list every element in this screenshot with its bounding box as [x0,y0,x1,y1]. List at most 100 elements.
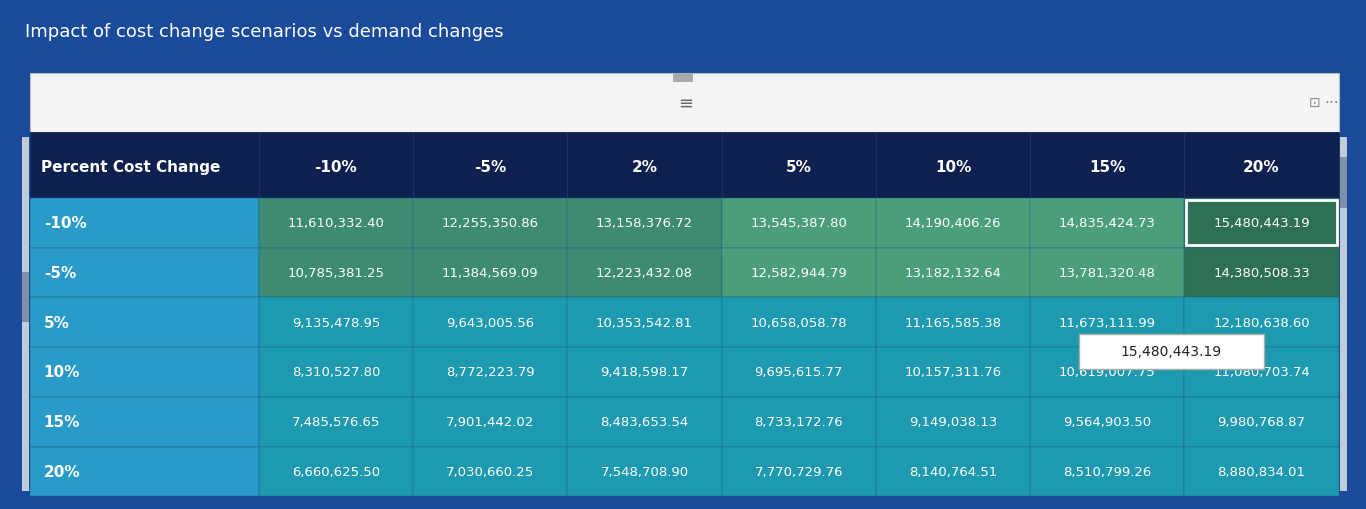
Text: 10,157,311.76: 10,157,311.76 [904,366,1001,379]
FancyBboxPatch shape [258,447,413,496]
Text: 8,483,653.54: 8,483,653.54 [601,415,688,428]
Text: 15%: 15% [44,414,81,429]
Text: 11,673,111.99: 11,673,111.99 [1059,316,1156,329]
Text: 9,149,038.13: 9,149,038.13 [908,415,997,428]
FancyBboxPatch shape [413,248,567,298]
Text: 10,619,007.75: 10,619,007.75 [1059,366,1156,379]
FancyBboxPatch shape [1030,248,1184,298]
FancyBboxPatch shape [30,298,258,347]
FancyBboxPatch shape [876,447,1030,496]
FancyBboxPatch shape [30,494,1339,496]
Text: ⊡: ⊡ [1309,96,1320,110]
FancyBboxPatch shape [30,199,258,248]
FancyBboxPatch shape [413,199,567,248]
FancyBboxPatch shape [30,347,258,397]
Text: 7,485,576.65: 7,485,576.65 [292,415,380,428]
Text: 11,610,332.40: 11,610,332.40 [287,217,384,230]
FancyBboxPatch shape [721,447,876,496]
FancyBboxPatch shape [721,397,876,447]
Text: ≡: ≡ [678,94,694,112]
FancyBboxPatch shape [30,248,258,298]
FancyBboxPatch shape [258,298,413,347]
FancyBboxPatch shape [258,199,413,248]
Text: -10%: -10% [314,159,358,174]
Text: 13,781,320.48: 13,781,320.48 [1059,267,1156,279]
FancyBboxPatch shape [876,199,1030,248]
FancyBboxPatch shape [413,132,567,199]
Text: 14,835,424.73: 14,835,424.73 [1059,217,1156,230]
FancyBboxPatch shape [721,298,876,347]
Text: 7,901,442.02: 7,901,442.02 [447,415,534,428]
FancyBboxPatch shape [721,132,876,199]
FancyBboxPatch shape [30,74,1339,132]
Text: 11,384,569.09: 11,384,569.09 [443,267,538,279]
FancyBboxPatch shape [1030,298,1184,347]
Text: Percent Cost Change: Percent Cost Change [41,159,220,174]
Text: 11,080,703.74: 11,080,703.74 [1213,366,1310,379]
FancyBboxPatch shape [1030,397,1184,447]
FancyBboxPatch shape [413,397,567,447]
FancyBboxPatch shape [567,447,721,496]
FancyBboxPatch shape [1184,298,1339,347]
FancyBboxPatch shape [672,74,693,83]
Text: 15,480,443.19: 15,480,443.19 [1120,345,1223,359]
Text: 14,190,406.26: 14,190,406.26 [904,217,1001,230]
Text: 9,564,903.50: 9,564,903.50 [1063,415,1152,428]
Text: 9,418,598.17: 9,418,598.17 [601,366,688,379]
Text: Impact of cost change scenarios vs demand changes: Impact of cost change scenarios vs deman… [25,23,503,41]
Text: 20%: 20% [44,464,81,479]
Text: 8,510,799.26: 8,510,799.26 [1063,465,1152,478]
FancyBboxPatch shape [567,199,721,248]
FancyBboxPatch shape [1079,334,1264,369]
Text: 13,182,132.64: 13,182,132.64 [904,267,1001,279]
FancyBboxPatch shape [1184,447,1339,496]
FancyBboxPatch shape [258,347,413,397]
Text: 10,658,058.78: 10,658,058.78 [750,316,847,329]
FancyBboxPatch shape [22,273,29,323]
Text: 5%: 5% [785,159,811,174]
Text: 11,165,585.38: 11,165,585.38 [904,316,1001,329]
FancyBboxPatch shape [567,347,721,397]
Text: 15,480,443.19: 15,480,443.19 [1213,217,1310,230]
Text: 12,255,350.86: 12,255,350.86 [441,217,538,230]
FancyBboxPatch shape [413,447,567,496]
Text: 9,980,768.87: 9,980,768.87 [1217,415,1306,428]
FancyBboxPatch shape [876,347,1030,397]
FancyBboxPatch shape [1030,347,1184,397]
Text: 2%: 2% [631,159,657,174]
Text: 10,353,542.81: 10,353,542.81 [596,316,693,329]
Text: -5%: -5% [44,266,76,280]
FancyBboxPatch shape [30,397,258,447]
Text: 13,158,376.72: 13,158,376.72 [596,217,693,230]
FancyBboxPatch shape [1184,347,1339,397]
Text: 6,660,625.50: 6,660,625.50 [292,465,380,478]
Text: 7,770,729.76: 7,770,729.76 [754,465,843,478]
FancyBboxPatch shape [721,347,876,397]
FancyBboxPatch shape [1030,199,1184,248]
FancyBboxPatch shape [1030,447,1184,496]
FancyBboxPatch shape [876,132,1030,199]
Text: 8,772,223.79: 8,772,223.79 [445,366,534,379]
FancyBboxPatch shape [1340,137,1347,491]
FancyBboxPatch shape [1184,199,1339,248]
Text: 12,223,432.08: 12,223,432.08 [596,267,693,279]
Text: 8,733,172.76: 8,733,172.76 [754,415,843,428]
FancyBboxPatch shape [30,132,258,199]
Text: 20%: 20% [1243,159,1280,174]
FancyBboxPatch shape [1184,397,1339,447]
Text: 9,695,615.77: 9,695,615.77 [754,366,843,379]
Text: 8,880,834.01: 8,880,834.01 [1217,465,1306,478]
FancyBboxPatch shape [258,248,413,298]
Text: 9,135,478.95: 9,135,478.95 [292,316,380,329]
Text: 8,310,527.80: 8,310,527.80 [292,366,380,379]
Text: 12,180,638.60: 12,180,638.60 [1213,316,1310,329]
Text: 10%: 10% [934,159,971,174]
FancyBboxPatch shape [413,298,567,347]
Text: 12,582,944.79: 12,582,944.79 [750,267,847,279]
FancyBboxPatch shape [567,248,721,298]
Text: 5%: 5% [44,315,70,330]
FancyBboxPatch shape [30,132,1339,135]
Text: 7,548,708.90: 7,548,708.90 [601,465,688,478]
Text: ···: ··· [1325,96,1339,110]
Text: 7,030,660.25: 7,030,660.25 [447,465,534,478]
